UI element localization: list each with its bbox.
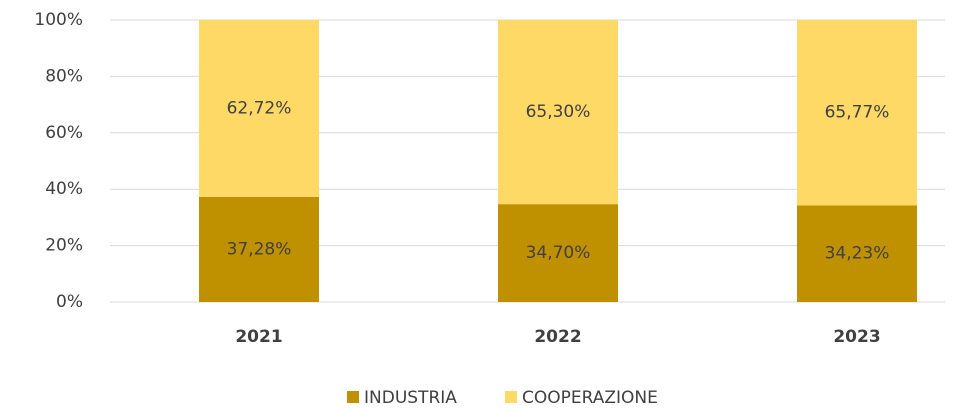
data-label: 34,70% [526,243,591,263]
legend-label: COOPERAZIONE [522,388,658,408]
y-tick-label: 0% [56,292,83,312]
legend-swatch [505,391,517,403]
data-label: 34,23% [825,244,890,264]
x-tick-label: 2022 [534,327,581,347]
y-tick-label: 40% [45,179,83,199]
y-tick-label: 20% [45,236,83,256]
y-tick-label: 60% [45,123,83,143]
bar-segment [199,196,319,302]
data-label: 65,30% [526,102,591,122]
legend-label: INDUSTRIA [364,388,457,408]
bar-segment [199,20,319,197]
y-tick-label: 100% [34,10,83,30]
data-label: 65,77% [825,103,890,123]
bar-segment [797,20,917,206]
legend-swatch [347,391,359,403]
y-tick-label: 80% [45,66,83,86]
x-tick-label: 2021 [235,327,282,347]
x-tick-label: 2023 [833,327,880,347]
data-label: 62,72% [227,98,292,118]
data-label: 37,28% [227,239,292,259]
bar-segment [797,205,917,302]
bar-segment [498,204,618,302]
bar-segment [498,20,618,205]
